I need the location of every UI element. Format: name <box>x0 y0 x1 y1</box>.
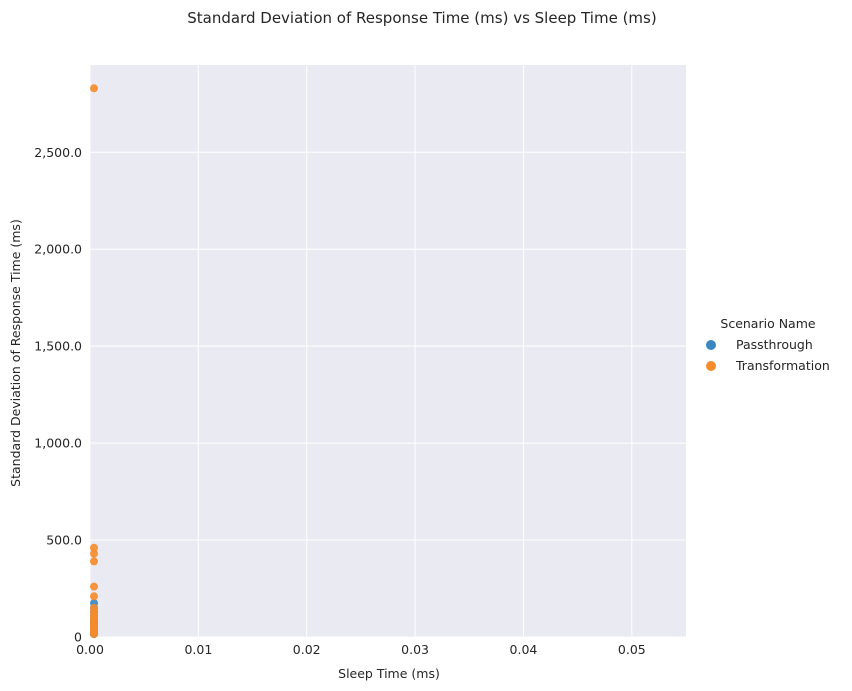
axis-ticks: 0.00 0.01 0.02 0.03 0.04 0.05 0 500.0 1,000.0 1,5… <box>34 145 645 657</box>
x-axis-label: Sleep Time (ms) <box>338 666 440 681</box>
data-point-transformation <box>90 592 98 601</box>
x-tick-label: 0.01 <box>184 642 212 657</box>
y-tick-label: 2,000.0 <box>34 242 82 257</box>
y-tick-label: 0 <box>74 630 82 645</box>
x-tick-label: 0.03 <box>401 642 429 657</box>
legend-marker-transformation <box>706 361 716 371</box>
x-tick-label: 0.02 <box>293 642 321 657</box>
data-point-transformation <box>90 557 98 566</box>
legend: Scenario Name Passthrough Transformation <box>706 316 830 373</box>
data-point-transformation <box>90 549 98 558</box>
x-tick-label: 0.05 <box>618 642 646 657</box>
y-tick-label: 1,500.0 <box>34 339 82 354</box>
legend-title: Scenario Name <box>720 316 816 331</box>
x-tick-label: 0.00 <box>76 642 104 657</box>
grid <box>89 65 686 638</box>
data-point-transformation <box>90 630 98 639</box>
legend-marker-passthrough <box>706 340 716 350</box>
y-tick-label: 2,500.0 <box>34 145 82 160</box>
chart-title: Standard Deviation of Response Time (ms)… <box>187 9 656 27</box>
data-point-transformation <box>90 84 98 93</box>
data-points <box>90 84 98 639</box>
x-tick-label: 0.04 <box>510 642 538 657</box>
data-point-transformation <box>90 582 98 591</box>
y-axis-label: Standard Deviation of Response Time (ms) <box>8 219 23 487</box>
legend-label-passthrough: Passthrough <box>736 337 813 352</box>
plot-area <box>90 65 686 637</box>
y-tick-label: 1,000.0 <box>34 436 82 451</box>
data-point-transformation <box>90 543 98 552</box>
legend-label-transformation: Transformation <box>735 358 830 373</box>
y-tick-label: 500.0 <box>46 533 82 548</box>
